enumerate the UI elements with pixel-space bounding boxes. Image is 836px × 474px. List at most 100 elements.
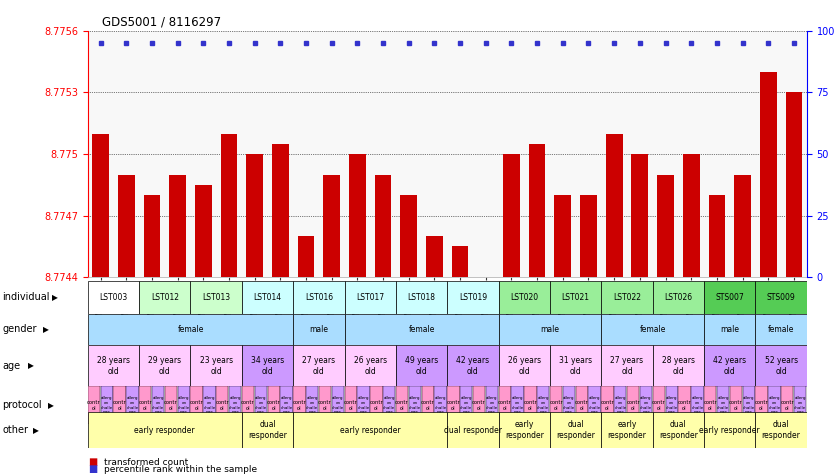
Bar [293,314,344,345]
Bar [606,134,623,277]
Bar [344,386,357,424]
Text: allerg
en
challe
nge: allerg en challe nge [383,396,395,414]
Bar [242,345,293,387]
Bar [709,195,725,277]
Text: STS009: STS009 [767,293,795,301]
Text: STS007: STS007 [716,293,744,301]
Bar [756,314,807,345]
Bar [756,386,767,424]
Text: ▶: ▶ [52,293,58,301]
Text: contr
ol: contr ol [755,400,768,410]
Text: allerg
en
challe
nge: allerg en challe nge [486,396,498,414]
Text: contr
ol: contr ol [241,400,255,410]
Text: age: age [3,361,21,371]
Bar [293,281,344,314]
Bar [344,281,396,314]
Text: allerg
en
challe
nge: allerg en challe nge [435,396,446,414]
Bar [349,154,365,277]
Text: contr
ol: contr ol [190,400,203,410]
Text: 28 years
old: 28 years old [97,356,130,375]
Text: contr
ol: contr ol [678,400,691,410]
Bar [191,386,203,424]
Bar [92,134,109,277]
Text: 49 years
old: 49 years old [405,356,438,375]
Bar [756,281,807,314]
Bar [550,386,563,424]
Text: ■: ■ [88,457,97,467]
Bar [601,281,653,314]
Bar [268,386,280,424]
Bar [498,386,511,424]
Text: LST020: LST020 [510,293,538,301]
Bar [460,386,472,424]
Bar [653,345,704,387]
Text: contr
ol: contr ol [421,400,435,410]
Text: dual
responder: dual responder [248,420,287,440]
Text: female: female [640,325,665,334]
Text: 26 years
old: 26 years old [354,356,387,375]
Text: 34 years
old: 34 years old [251,356,284,375]
Text: allerg
en
challe
nge: allerg en challe nge [640,396,652,414]
Text: LST026: LST026 [665,293,692,301]
Text: LST014: LST014 [253,293,282,301]
Bar [781,386,793,424]
Bar [426,236,443,277]
Bar [306,386,319,424]
Bar [563,386,575,424]
Bar [170,174,186,277]
Bar [730,386,742,424]
Bar [447,281,498,314]
Bar [191,281,242,314]
Text: allerg
en
challe
nge: allerg en challe nge [794,396,806,414]
Bar [683,154,700,277]
Text: allerg
en
challe
nge: allerg en challe nge [717,396,729,414]
Text: female: female [768,325,794,334]
Bar [498,281,550,314]
Text: contr
ol: contr ol [729,400,742,410]
Text: ▶: ▶ [48,401,54,410]
Text: dual
responder: dual responder [556,420,595,440]
Bar [601,345,653,387]
Bar [550,345,601,387]
Text: contr
ol: contr ol [267,400,281,410]
Text: contr
ol: contr ol [139,400,152,410]
Bar [498,345,550,387]
Text: allerg
en
challe
nge: allerg en challe nge [152,396,164,414]
Bar [217,386,228,424]
Text: 31 years
old: 31 years old [559,356,592,375]
Bar [255,386,267,424]
Text: LST017: LST017 [356,293,385,301]
Text: 42 years
old: 42 years old [456,356,490,375]
Text: allerg
en
challe
nge: allerg en challe nge [280,396,293,414]
Text: 42 years
old: 42 years old [713,356,747,375]
Bar [247,154,263,277]
Bar [293,412,447,448]
Text: allerg
en
challe
nge: allerg en challe nge [203,396,216,414]
Bar [144,195,161,277]
Bar [396,345,447,387]
Bar [88,412,242,448]
Bar [229,386,242,424]
Text: contr
ol: contr ol [472,400,486,410]
Bar [396,386,408,424]
Text: contr
ol: contr ol [703,400,717,410]
Bar [512,386,524,424]
Text: LST012: LST012 [150,293,179,301]
Text: gender: gender [3,324,37,334]
Text: contr
ol: contr ol [164,400,178,410]
Bar [665,386,678,424]
Bar [242,386,254,424]
Bar [627,386,640,424]
Text: LST019: LST019 [459,293,487,301]
Bar [704,345,756,387]
Bar [734,174,751,277]
Bar [653,412,704,448]
Text: contr
ol: contr ol [523,400,538,410]
Bar [191,345,242,387]
Text: male: male [309,325,329,334]
Text: 23 years
old: 23 years old [200,356,232,375]
Bar [88,314,293,345]
Bar [614,386,626,424]
Bar [631,154,648,277]
Bar [435,386,446,424]
